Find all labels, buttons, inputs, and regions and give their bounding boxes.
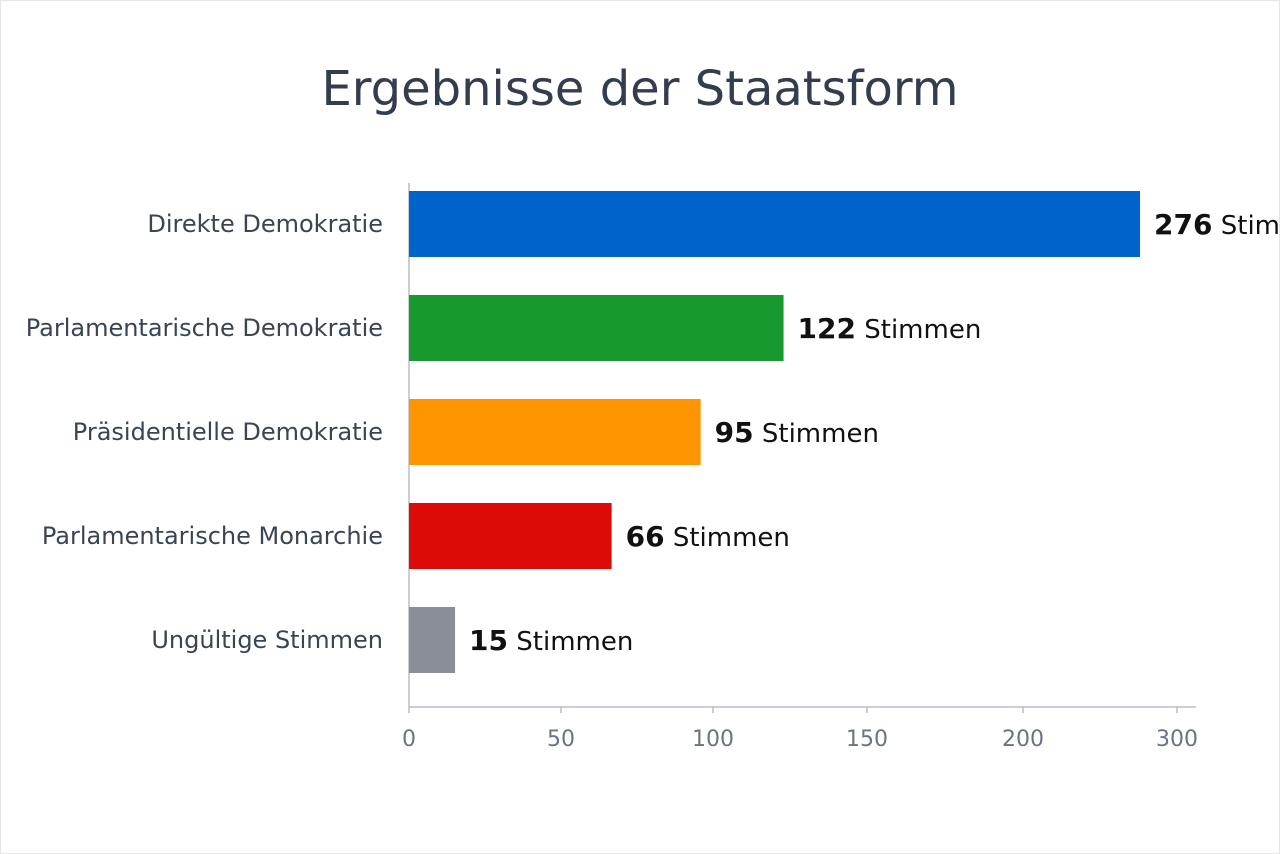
category-label: Parlamentarische Monarchie [42,522,383,550]
x-tick-label: 200 [1002,727,1044,752]
category-label: Direkte Demokratie [147,210,383,238]
bar[interactable] [409,295,784,361]
x-tick-label: 50 [547,727,575,752]
category-label: Parlamentarische Demokratie [26,314,383,342]
value-label: 15 Stimmen [469,624,633,657]
value-label: 276 Stimmen [1154,208,1279,241]
x-tick-label: 150 [846,727,888,752]
bar[interactable] [409,191,1141,257]
x-tick-label: 100 [692,727,734,752]
category-label: Präsidentielle Demokratie [73,418,383,446]
bar[interactable] [409,607,456,673]
value-label: 95 Stimmen [715,416,879,449]
value-label: 66 Stimmen [626,520,790,553]
bar[interactable] [409,399,701,465]
x-tick-label: 0 [402,727,416,752]
chart-title: Ergebnisse der Staatsform [321,61,959,117]
x-tick-label: 300 [1156,727,1198,752]
category-label: Ungültige Stimmen [151,626,383,654]
value-label: 122 Stimmen [798,312,982,345]
bar[interactable] [409,503,612,569]
